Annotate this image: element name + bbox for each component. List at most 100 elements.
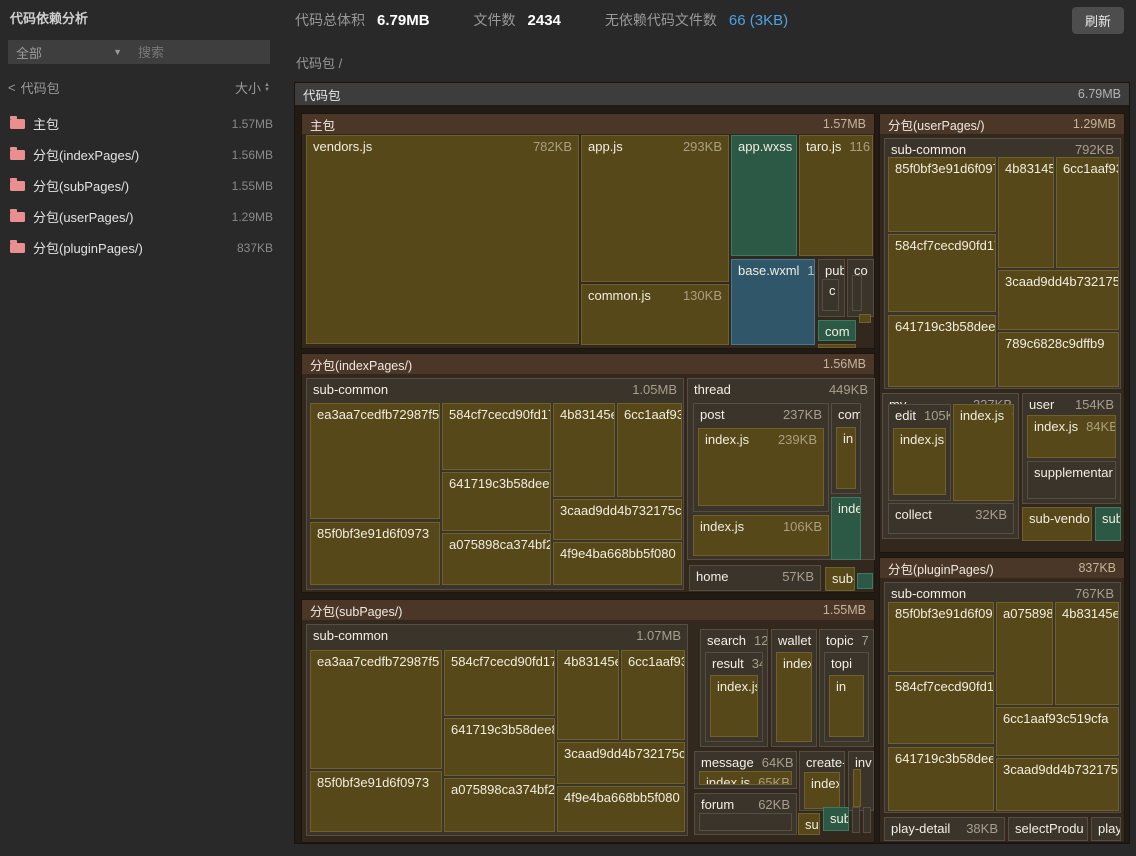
treemap-node-4b83145e6[interactable]: 4b83145e6 xyxy=(553,403,615,497)
filter-dropdown[interactable]: 全部 ▼ xyxy=(8,43,130,62)
page-title: 代码依赖分析 xyxy=(10,8,88,27)
treemap-node-box[interactable] xyxy=(863,807,871,833)
treemap-node-play[interactable]: play xyxy=(1091,817,1121,841)
treemap-node-3caad9dd4b732175c6[interactable]: 3caad9dd4b732175c6 xyxy=(553,499,682,540)
treemap-node-a075898ca374bf2[interactable]: a075898ca374bf2 xyxy=(996,602,1053,705)
breadcrumb[interactable]: 代码包 / xyxy=(296,53,342,72)
treemap-node-index-js[interactable]: index.js106KB xyxy=(693,515,829,556)
treemap-node-taro-js[interactable]: taro.js116 xyxy=(799,135,873,256)
treemap-node-index-js[interactable]: index.js84KB xyxy=(1027,415,1116,458)
treemap-node-play-detail[interactable]: play-detail38KB xyxy=(884,817,1005,841)
node-label: 641719c3b58dee8 xyxy=(451,722,554,737)
treemap-node-sub[interactable]: sub- xyxy=(825,567,855,591)
treemap-node-789c6828c9dffb9[interactable]: 789c6828c9dffb9 xyxy=(998,332,1119,387)
treemap-node-641719c3b58dee8[interactable]: 641719c3b58dee8 xyxy=(442,472,551,531)
treemap-node-85f0bf3e91d6f0973[interactable]: 85f0bf3e91d6f0973 xyxy=(888,602,994,672)
treemap-node-index-js[interactable]: index.js9 xyxy=(953,404,1014,501)
treemap-node-sub[interactable]: sub xyxy=(823,807,849,831)
treemap-node-584cf7cecd90fd17[interactable]: 584cf7cecd90fd17 xyxy=(444,650,555,716)
node-label: user xyxy=(1029,397,1054,412)
treemap-node-box[interactable] xyxy=(859,314,871,323)
treemap-node-in[interactable]: in xyxy=(829,675,864,737)
treemap-node-3caad9dd4b732175c6[interactable]: 3caad9dd4b732175c6 xyxy=(996,758,1119,811)
treemap-node-584cf7cecd90fd17[interactable]: 584cf7cecd90fd17 xyxy=(888,675,994,744)
treemap-node-4b83145e6[interactable]: 4b83145e6 xyxy=(998,157,1054,268)
treemap-node-index-js[interactable]: index.js xyxy=(710,675,758,737)
folder-icon xyxy=(10,119,25,129)
treemap-node-c[interactable]: c xyxy=(822,279,839,311)
sidebar-item-分包-indexpages[interactable]: 分包(indexPages/)1.56MB xyxy=(0,139,283,170)
collapse-icon[interactable]: < xyxy=(8,80,16,95)
sidebar-item-主包[interactable]: 主包1.57MB xyxy=(0,108,283,139)
treemap-node-a075898ca374bf2[interactable]: a075898ca374bf2 xyxy=(442,533,551,585)
treemap-node-collect[interactable]: collect32KB xyxy=(888,503,1014,534)
treemap-node-box[interactable] xyxy=(852,807,860,833)
sidebar-item-分包-pluginpages[interactable]: 分包(pluginPages/)837KB xyxy=(0,232,283,263)
node-label: sub xyxy=(805,817,819,832)
treemap-node-4b83145e6[interactable]: 4b83145e6 xyxy=(1055,602,1119,705)
treemap-node-box[interactable] xyxy=(852,275,862,311)
treemap-node-sub[interactable]: sub- xyxy=(1095,507,1121,541)
stat-value[interactable]: 66 (3KB) xyxy=(729,12,788,29)
treemap-node-box[interactable] xyxy=(857,573,873,589)
stat-unused-files: 无依赖代码文件数 66 (3KB) xyxy=(605,10,788,30)
treemap-node-4f9e4ba668bb5f080[interactable]: 4f9e4ba668bb5f080 xyxy=(553,542,682,585)
node-label: forum xyxy=(701,797,734,812)
package-size: 837KB xyxy=(237,241,273,255)
treemap-node-641719c3b58dee8[interactable]: 641719c3b58dee8 xyxy=(888,315,996,387)
treemap-node-4b83145e6[interactable]: 4b83145e6 xyxy=(557,650,619,740)
treemap-node-6cc1aaf93c519cfa[interactable]: 6cc1aaf93c519cfa xyxy=(996,707,1119,756)
treemap-node-6cc1aaf93c519cfa[interactable]: 6cc1aaf93c519cfa xyxy=(617,403,682,497)
search-input[interactable] xyxy=(130,45,270,60)
treemap-node-common-js[interactable]: common.js130KB xyxy=(581,284,729,345)
node-label: 4b83145e6 xyxy=(564,654,618,669)
node-label: home xyxy=(696,569,729,584)
treemap-node-base-wxml[interactable]: base.wxml108 xyxy=(731,259,815,345)
treemap-node-sub-vendo[interactable]: sub-vendo xyxy=(1022,507,1092,541)
treemap-node-584cf7cecd90fd17[interactable]: 584cf7cecd90fd17 xyxy=(888,234,996,312)
treemap-node-85f0bf3e91d6f0973[interactable]: 85f0bf3e91d6f0973 xyxy=(888,157,996,232)
treemap-node-641719c3b58dee8[interactable]: 641719c3b58dee8 xyxy=(444,718,555,776)
treemap-node-box[interactable] xyxy=(699,813,792,831)
treemap-node-com[interactable]: com xyxy=(818,320,856,341)
sidebar-item-分包-userpages[interactable]: 分包(userPages/)1.29MB xyxy=(0,201,283,232)
treemap-node-supplementar[interactable]: supplementar xyxy=(1027,461,1116,499)
node-label: thread xyxy=(694,382,731,397)
sidebar-item-分包-subpages[interactable]: 分包(subPages/)1.55MB xyxy=(0,170,283,201)
treemap-node-4f9e4ba668bb5f080[interactable]: 4f9e4ba668bb5f080 xyxy=(557,786,685,832)
treemap-node-6cc1aaf93c519cfa[interactable]: 6cc1aaf93c519cfa xyxy=(621,650,685,740)
treemap-node-app-wxss[interactable]: app.wxss11 xyxy=(731,135,797,256)
treemap-node-ea3aa7cedfb72987f5[interactable]: ea3aa7cedfb72987f5 xyxy=(310,650,442,769)
treemap-node-index[interactable]: index xyxy=(776,652,812,742)
treemap-node-sub[interactable]: sub xyxy=(798,813,820,835)
treemap-node-inv[interactable]: inv xyxy=(848,751,874,811)
treemap-node-3caad9dd4b732175c6[interactable]: 3caad9dd4b732175c6 xyxy=(557,742,685,784)
treemap-node-584cf7cecd90fd17[interactable]: 584cf7cecd90fd17 xyxy=(442,403,551,470)
node-label: 3caad9dd4b732175c6 xyxy=(564,746,684,761)
treemap-node-box[interactable] xyxy=(853,769,861,807)
treemap-node-a075898ca374bf2[interactable]: a075898ca374bf2 xyxy=(444,778,555,832)
treemap-node-home[interactable]: home57KB xyxy=(689,565,821,591)
node-label: app.js xyxy=(588,139,623,154)
treemap-node-index-js[interactable]: index.js xyxy=(893,428,946,495)
treemap-node-index[interactable]: index xyxy=(804,772,840,809)
treemap-node-85f0bf3e91d6f0973[interactable]: 85f0bf3e91d6f0973 xyxy=(310,771,442,832)
treemap-node-index-js[interactable]: index.js65KB xyxy=(699,771,792,785)
treemap-node-index-js[interactable]: index.js239KB xyxy=(698,428,824,506)
refresh-button[interactable]: 刷新 xyxy=(1072,7,1124,34)
treemap-node-6cc1aaf93c519cfa[interactable]: 6cc1aaf93c519cfa xyxy=(1056,157,1119,268)
node-label: taro.js xyxy=(806,139,841,154)
treemap-node-代码包[interactable]: 代码包6.79MB xyxy=(295,83,1129,105)
treemap-node-inde[interactable]: inde xyxy=(831,497,861,560)
treemap-node-85f0bf3e91d6f0973[interactable]: 85f0bf3e91d6f0973 xyxy=(310,522,440,585)
node-label: 3caad9dd4b732175c6 xyxy=(1005,274,1118,289)
treemap-node-box[interactable] xyxy=(818,344,856,348)
treemap-node-3caad9dd4b732175c6[interactable]: 3caad9dd4b732175c6 xyxy=(998,270,1119,330)
treemap-node-641719c3b58dee8[interactable]: 641719c3b58dee8 xyxy=(888,747,994,811)
treemap-node-in[interactable]: in xyxy=(836,427,856,489)
treemap-node-selectprodu[interactable]: selectProdu xyxy=(1008,817,1088,841)
treemap-node-ea3aa7cedfb72987f5[interactable]: ea3aa7cedfb72987f5 xyxy=(310,403,440,519)
treemap-node-vendors-js[interactable]: vendors.js782KB xyxy=(306,135,579,344)
treemap-node-app-js[interactable]: app.js293KB xyxy=(581,135,729,282)
sort-size-control[interactable]: 大小 ▲▼ xyxy=(235,78,270,97)
